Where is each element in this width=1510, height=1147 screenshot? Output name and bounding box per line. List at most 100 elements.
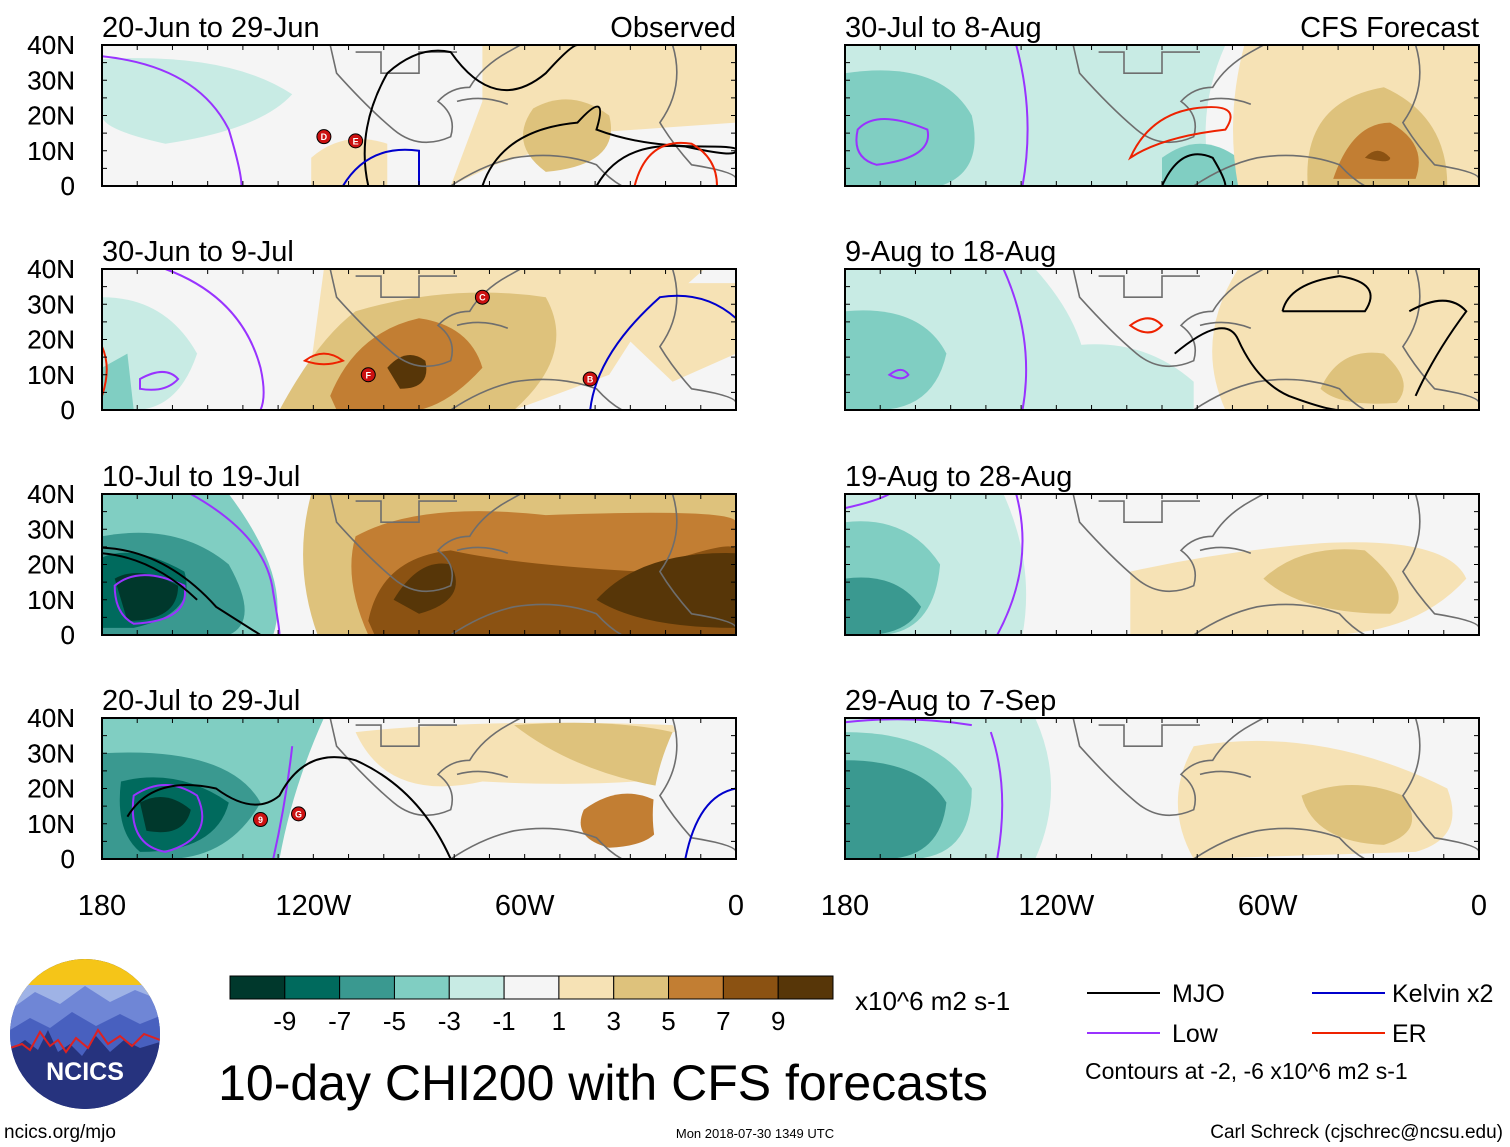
y-tick-label: 40N: [27, 254, 75, 284]
contour-line: [165, 268, 265, 411]
contour-note: Contours at -2, -6 x10^6 m2 s-1: [1085, 1058, 1408, 1084]
coastline: [355, 724, 457, 747]
storm-icon: [348, 133, 364, 149]
storm-label: D: [321, 132, 328, 142]
y-tick-label: 20N: [27, 550, 75, 580]
contour-line: [844, 718, 972, 727]
storm-label: E: [353, 136, 359, 146]
y-tick-label: 10N: [27, 136, 75, 166]
colorbar: -9 -7 -5 -3 -1 1 3 5 7 9: [229, 975, 834, 1036]
anomaly-shade: [514, 722, 673, 789]
logo-text: NCICS: [46, 1058, 124, 1086]
contour-line: [1281, 275, 1372, 313]
y-tick-label: 20N: [27, 101, 75, 131]
colorbar-tick-label: 1: [552, 1006, 566, 1036]
storm-label: F: [366, 370, 372, 380]
anomaly-shade: [140, 796, 191, 833]
contour-line: [1174, 327, 1340, 411]
map-panel: 29-Aug to 7-Sep 40N 30N 20N 10N 0: [27, 685, 1480, 874]
y-tick-label: 30N: [27, 514, 75, 544]
contour-line: [1161, 153, 1227, 187]
anomaly-shade: [522, 99, 612, 172]
coastline: [456, 546, 509, 554]
anomaly-shade: [311, 139, 388, 186]
anomaly-shade: [652, 732, 736, 859]
panel-period-label: 30-Jun to 9-Jul: [102, 236, 294, 268]
panel-field: [844, 717, 1480, 860]
contour-line: [887, 368, 910, 380]
y-tick-label: 20N: [27, 101, 75, 131]
x-tick-label: 120W: [275, 890, 351, 922]
anomaly-shade: [596, 553, 736, 628]
panel-field: F C B: [101, 268, 737, 411]
storm-label: C: [479, 293, 486, 303]
coastline: [456, 97, 509, 105]
anomaly-shade: [1212, 269, 1479, 410]
colorbar-swatch: [668, 975, 724, 1000]
column-label: CFS Forecast: [1300, 12, 1479, 44]
y-tick-label: 30N: [27, 738, 75, 768]
y-tick-label: 40N: [27, 703, 75, 733]
panel-period-label: 20-Jul to 29-Jul: [102, 685, 300, 717]
colorbar-swatch: [613, 975, 670, 1000]
map-panels: D E20-Jun to 29-Jun Observed40N30N20N10N0F…: [27, 12, 1480, 874]
colorbar-swatch: [284, 975, 341, 1000]
coastline: [1401, 44, 1480, 180]
coastline: [1401, 493, 1480, 629]
anomaly-shade: [580, 793, 663, 848]
coastline: [355, 500, 457, 523]
colorbar-tick-label: 9: [771, 1006, 785, 1036]
contour-legend: MJO Kelvin x2 Low ER Contours at -2, -6 …: [1085, 980, 1493, 1084]
colorbar-swatch: [339, 975, 395, 1000]
panel-period-label: 30-Jul to 8-Aug: [845, 12, 1042, 44]
storm-label: B: [587, 374, 594, 384]
contour-line: [633, 141, 718, 187]
coastline: [1199, 770, 1252, 778]
storm-icon: [291, 806, 307, 822]
contour-line: [101, 552, 198, 601]
anomaly-shade: [845, 70, 975, 186]
contour-line: [989, 731, 1004, 860]
panel-field: [845, 268, 1480, 411]
colorbar-swatch: [229, 975, 286, 1000]
y-tick-label: 30N: [27, 289, 75, 319]
anomaly-shade: [114, 572, 179, 621]
y-tick-label: 30N: [27, 289, 75, 319]
y-tick-label: 20N: [27, 550, 75, 580]
coastline: [1072, 493, 1264, 593]
contour-line: [1408, 299, 1468, 397]
x-tick-label: 0: [728, 890, 744, 922]
panel-field: [845, 44, 1480, 187]
map-panel: 9-Aug to 18-Aug 40N 30N 20N 10N 0: [27, 236, 1480, 425]
contour-line: [844, 493, 890, 510]
colorbar-swatch: [393, 975, 450, 1000]
coastline: [450, 827, 623, 860]
y-tick-label: 0: [61, 620, 75, 650]
coastline: [450, 154, 623, 187]
coastline: [1098, 724, 1200, 747]
contour-line: [595, 144, 737, 187]
coastline: [456, 321, 509, 329]
colorbar-tick-label: 7: [716, 1006, 730, 1036]
colorbar-unit-label: x10^6 m2 s-1: [855, 986, 1010, 1016]
y-tick-label: 10N: [27, 809, 75, 839]
contour-line: [996, 493, 1024, 636]
panel-period-label: 9-Aug to 18-Aug: [845, 236, 1056, 268]
legend-label-kelvin: Kelvin x2: [1392, 980, 1493, 1008]
colorbar-swatch: [503, 975, 560, 1000]
map-panel: F C B 30-Jun to 9-Jul 40N 30N 20N 10N 0: [27, 236, 737, 425]
figure-title: 10-day CHI200 with CFS forecasts: [218, 1055, 988, 1111]
column-label: Observed: [610, 12, 736, 44]
y-tick-label: 40N: [27, 703, 75, 733]
colorbar-swatch: [722, 975, 779, 1000]
storm-label: G: [295, 809, 302, 819]
coastline: [658, 44, 737, 180]
contour-line: [101, 546, 262, 636]
y-tick-label: 0: [61, 844, 75, 874]
map-panel: 19-Aug to 28-Aug 40N 30N 20N 10N 0: [27, 461, 1480, 650]
contour-line: [1015, 44, 1029, 187]
y-tick-label: 30N: [27, 738, 75, 768]
y-tick-label: 0: [61, 395, 75, 425]
